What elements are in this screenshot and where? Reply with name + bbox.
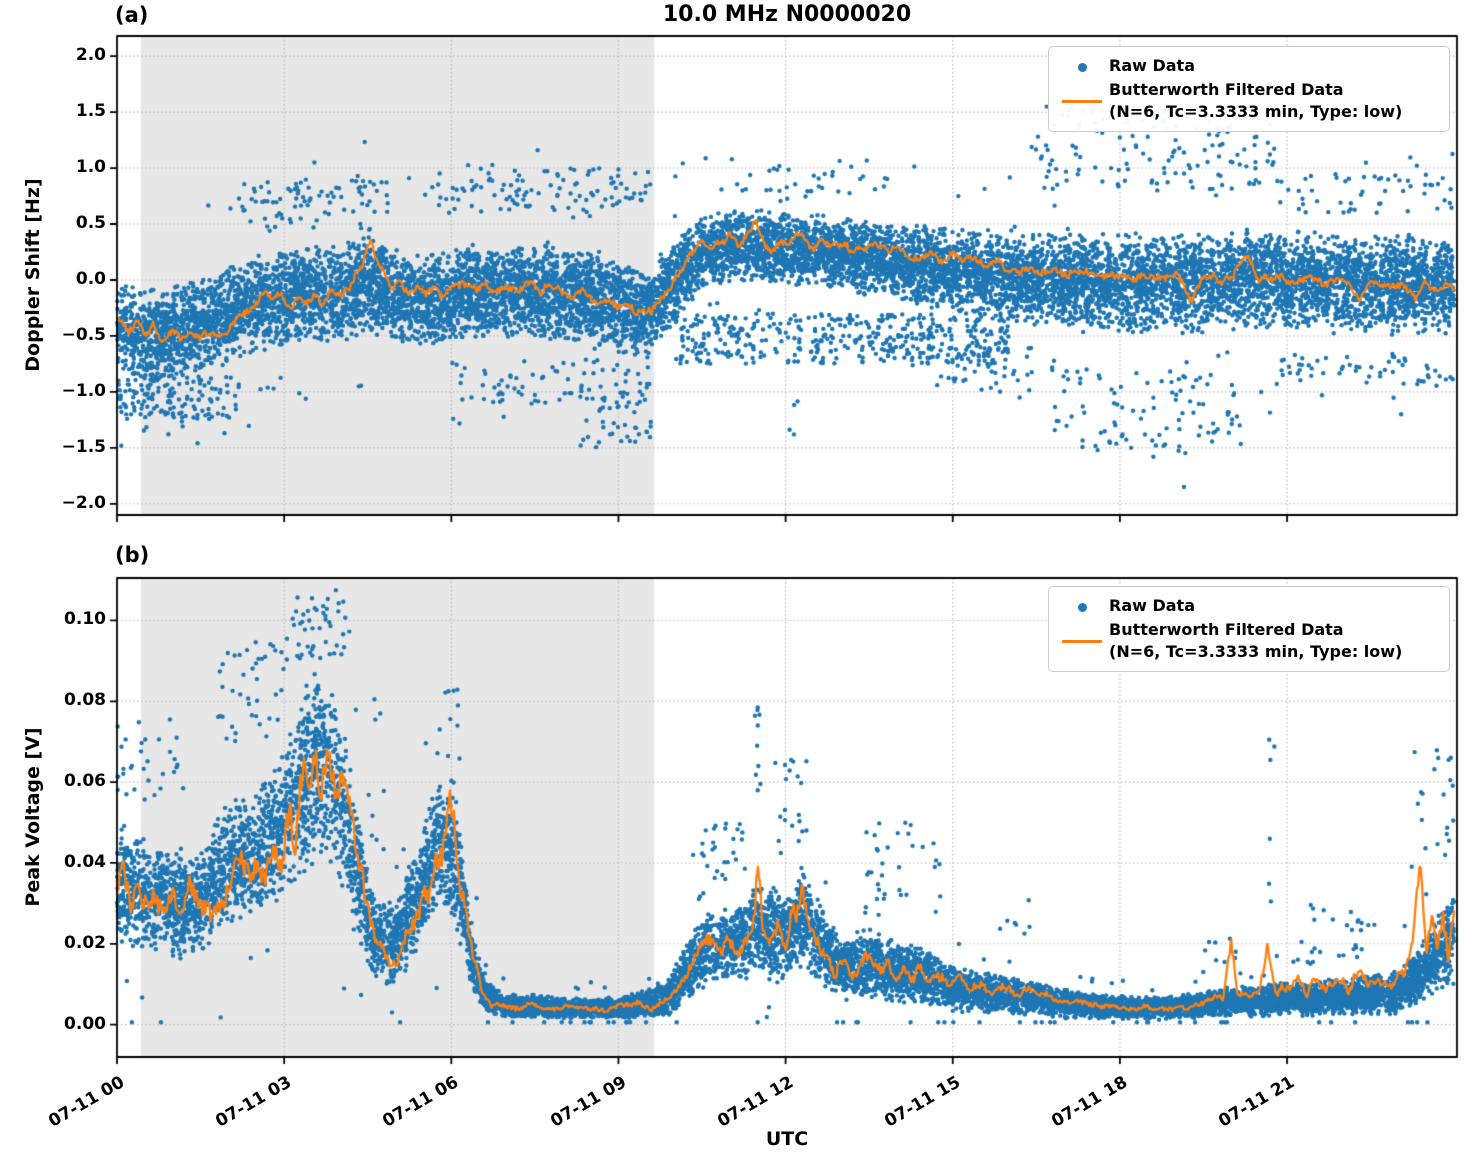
legend-panel-a: Raw Data Butterworth Filtered Data (N=6,… (1048, 46, 1450, 132)
y-tick-label: 2.0 (75, 45, 106, 66)
y-tick-label: 0.10 (64, 609, 106, 630)
y-tick-label: 0.04 (64, 851, 106, 872)
y-tick-label: −2.0 (61, 492, 106, 513)
y-axis-label-voltage: Peak Voltage [V] (22, 727, 44, 907)
raw-data-marker-icon (1055, 595, 1109, 619)
panel-a-label: (a) (115, 3, 149, 27)
y-tick-label: 0.08 (64, 690, 106, 711)
y-tick-label: 0.06 (64, 771, 106, 792)
legend-filtered-label: Butterworth Filtered Data (N=6, Tc=3.333… (1109, 620, 1403, 661)
panel-b-label: (b) (115, 543, 150, 567)
figure-title: 10.0 MHz N0000020 (662, 2, 912, 27)
y-tick-label: 1.5 (75, 101, 106, 122)
legend-raw-label: Raw Data (1109, 56, 1195, 75)
y-tick-label: −1.5 (61, 436, 106, 457)
x-axis-label: UTC (765, 1128, 809, 1150)
y-tick-label: −1.0 (61, 380, 106, 401)
y-tick-label: 0.02 (64, 932, 106, 953)
y-tick-label: 0.00 (64, 1013, 106, 1034)
y-tick-label: 1.0 (75, 157, 106, 178)
y-tick-label: 0.0 (75, 268, 106, 289)
filtered-line-marker-icon (1055, 619, 1109, 663)
raw-data-marker-icon (1055, 55, 1109, 79)
y-tick-label: −0.5 (61, 324, 106, 345)
y-tick-label: 0.5 (75, 213, 106, 234)
legend-panel-b: Raw Data Butterworth Filtered Data (N=6,… (1048, 586, 1450, 672)
filtered-line-marker-icon (1055, 79, 1109, 123)
legend-filtered-label: Butterworth Filtered Data (N=6, Tc=3.333… (1109, 80, 1403, 121)
legend-raw-label: Raw Data (1109, 596, 1195, 615)
